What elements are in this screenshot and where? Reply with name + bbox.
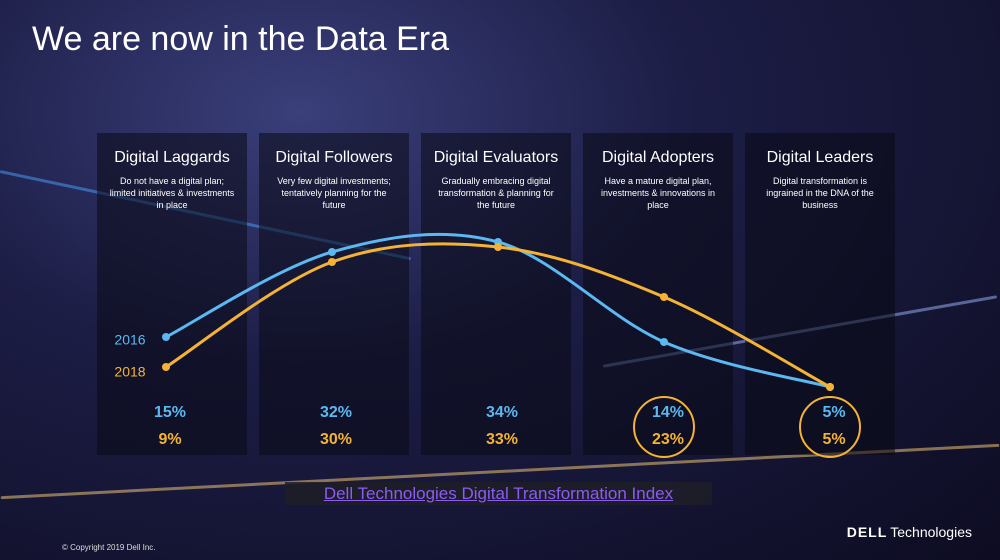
value-label: 34% xyxy=(486,404,518,421)
data-point xyxy=(660,338,668,346)
column-panel: Digital Followers Very few digital invest… xyxy=(259,133,409,455)
slide-title: We are now in the Data Era xyxy=(32,20,450,58)
column-header: Digital Adopters xyxy=(601,149,715,166)
column-description: Digital transformation is ingrained in t… xyxy=(766,176,874,210)
source-link[interactable]: Dell Technologies Digital Transformation… xyxy=(285,482,712,505)
data-point xyxy=(826,383,834,391)
value-label: 32% xyxy=(320,404,352,421)
highlight-ring xyxy=(799,396,861,458)
brand-suffix: Technologies xyxy=(890,524,972,540)
value-label: 14% xyxy=(652,404,684,421)
brand-name: DELL xyxy=(846,524,888,540)
data-point xyxy=(494,243,502,251)
value-label: 30% xyxy=(320,431,352,448)
column-header: Digital Leaders xyxy=(766,149,874,166)
legend-label: 2018 xyxy=(114,364,145,380)
legend-label: 2016 xyxy=(114,332,145,348)
column-panel: Digital Laggards Do not have a digital pl… xyxy=(97,133,247,455)
column-header: Digital Followers xyxy=(275,149,393,166)
data-point xyxy=(660,293,668,301)
value-label: 23% xyxy=(652,431,684,448)
value-label: 5% xyxy=(822,431,845,448)
copyright: © Copyright 2019 Dell Inc. xyxy=(62,543,156,552)
column-panel: Digital Leaders Digital transformation is… xyxy=(745,133,895,455)
column-description: Very few digital investments; tentativel… xyxy=(277,176,391,210)
column-header: Digital Evaluators xyxy=(433,149,559,166)
column-description: Gradually embracing digital transformati… xyxy=(438,176,554,210)
data-point xyxy=(162,363,170,371)
column-header: Digital Laggards xyxy=(114,149,230,166)
column-description: Have a mature digital plan, investments … xyxy=(600,176,716,210)
column-panel: Digital Evaluators Gradually embracing di… xyxy=(421,133,571,455)
series-line xyxy=(165,232,831,389)
value-label: 33% xyxy=(486,431,518,448)
brand-logo: DELL Technologies xyxy=(847,524,972,540)
value-label: 5% xyxy=(822,404,845,421)
value-label: 15% xyxy=(154,404,186,421)
data-point xyxy=(162,333,170,341)
highlight-ring xyxy=(633,396,695,458)
data-point xyxy=(328,248,336,256)
value-label: 9% xyxy=(158,431,181,448)
data-point xyxy=(328,258,336,266)
column-description: Do not have a digital plan; limited init… xyxy=(109,176,235,210)
